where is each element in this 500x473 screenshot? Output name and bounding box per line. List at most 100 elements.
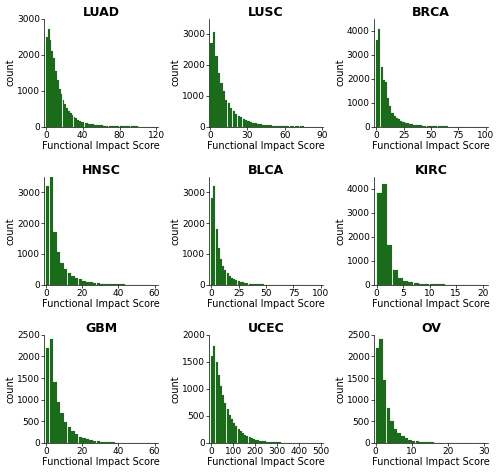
Bar (426, 126, 428, 127)
Bar (82, 438, 86, 443)
Bar (230, 108, 232, 127)
Title: BLCA: BLCA (248, 164, 284, 177)
Bar (62, 100, 64, 127)
Bar (229, 276, 231, 285)
Bar (75, 278, 78, 285)
Bar (270, 442, 272, 443)
Bar (215, 56, 218, 127)
Title: UCEC: UCEC (248, 322, 284, 335)
Bar (394, 116, 396, 127)
Bar (231, 278, 233, 285)
Bar (376, 193, 382, 285)
Bar (226, 410, 228, 443)
Bar (380, 67, 382, 127)
Bar (416, 125, 418, 127)
Bar (220, 83, 222, 127)
Bar (110, 126, 112, 127)
Bar (57, 252, 60, 285)
Bar (92, 124, 94, 127)
Bar (382, 80, 385, 127)
Bar (64, 269, 68, 285)
Bar (104, 442, 108, 443)
Bar (211, 357, 214, 443)
Bar (255, 284, 257, 285)
Bar (246, 436, 248, 443)
Bar (214, 186, 216, 285)
Bar (212, 33, 215, 127)
Y-axis label: count: count (336, 59, 345, 87)
Bar (70, 113, 71, 127)
Bar (430, 284, 434, 285)
Bar (240, 282, 242, 285)
Bar (57, 80, 58, 127)
Bar (382, 184, 387, 285)
Bar (46, 36, 48, 127)
Bar (90, 124, 92, 127)
Bar (420, 125, 422, 127)
X-axis label: Functional Impact Score: Functional Impact Score (372, 141, 490, 151)
Bar (380, 339, 383, 443)
Bar (266, 441, 268, 443)
Bar (100, 442, 103, 443)
Bar (86, 439, 89, 443)
Bar (231, 420, 233, 443)
Bar (262, 441, 264, 443)
X-axis label: Functional Impact Score: Functional Impact Score (372, 457, 490, 467)
Bar (218, 72, 220, 127)
Bar (246, 283, 248, 285)
Bar (222, 91, 225, 127)
Bar (429, 126, 431, 127)
Y-axis label: count: count (6, 375, 16, 403)
Bar (60, 413, 64, 443)
Bar (277, 442, 279, 443)
Bar (260, 124, 262, 127)
Bar (210, 43, 212, 127)
Bar (216, 229, 218, 285)
Bar (52, 51, 53, 127)
Bar (392, 270, 398, 285)
Bar (111, 284, 114, 285)
Bar (423, 442, 426, 443)
Title: GBM: GBM (85, 322, 117, 335)
Bar (86, 123, 88, 127)
Bar (268, 442, 270, 443)
Bar (244, 435, 246, 443)
Bar (233, 423, 235, 443)
Bar (253, 284, 255, 285)
Bar (272, 125, 274, 127)
Bar (100, 125, 101, 127)
Bar (236, 280, 238, 285)
Bar (222, 395, 224, 443)
Bar (211, 198, 214, 285)
Bar (222, 266, 224, 285)
Y-axis label: count: count (336, 375, 345, 403)
Bar (60, 94, 62, 127)
Bar (242, 433, 244, 443)
Bar (419, 442, 422, 443)
Bar (252, 123, 255, 127)
Bar (54, 58, 55, 127)
Bar (103, 126, 104, 127)
Bar (409, 124, 411, 127)
Y-axis label: count: count (170, 217, 180, 245)
Bar (228, 104, 230, 127)
Bar (72, 431, 74, 443)
Bar (216, 362, 218, 443)
X-axis label: Functional Impact Score: Functional Impact Score (207, 299, 325, 309)
Bar (250, 122, 252, 127)
Bar (404, 438, 408, 443)
Bar (385, 82, 387, 127)
X-axis label: Functional Impact Score: Functional Impact Score (42, 457, 160, 467)
Bar (236, 426, 238, 443)
Bar (255, 123, 258, 127)
Bar (401, 436, 404, 443)
Bar (57, 402, 60, 443)
Bar (414, 283, 419, 285)
Bar (225, 100, 228, 127)
Title: KIRC: KIRC (414, 164, 448, 177)
Bar (419, 283, 424, 285)
Bar (68, 273, 71, 285)
Bar (93, 441, 96, 443)
Bar (50, 339, 53, 443)
Bar (242, 282, 244, 285)
